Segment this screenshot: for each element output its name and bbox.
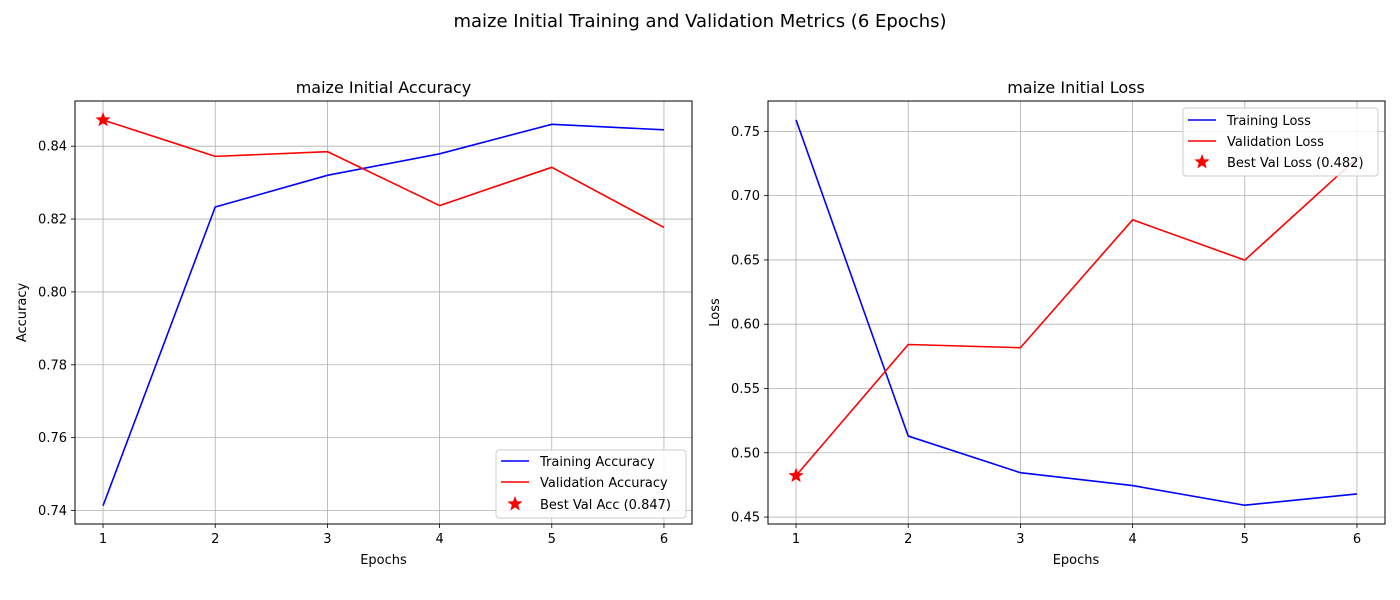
loss-legend-box (1182, 107, 1379, 177)
loss-y-tick-label: 0.65 (731, 253, 760, 268)
accuracy-y-tick-label: 0.82 (38, 213, 67, 228)
loss-y-tick-label: 0.50 (731, 446, 760, 461)
accuracy-y-tick-label: 0.74 (38, 504, 67, 519)
accuracy-chart-title: maize Initial Accuracy (296, 78, 472, 97)
accuracy-legend-label-training: Training Accuracy (539, 455, 655, 470)
loss-x-tick-label: 5 (1241, 532, 1249, 547)
accuracy-series-line-validation (102, 119, 665, 229)
loss-y-tick-label: 0.45 (731, 511, 760, 526)
loss-ticks: 1 2 3 4 5 6 0.45 0.50 0.55 0.60 0.65 0.70 0.75 (731, 125, 1361, 547)
accuracy-best-star-marker (95, 111, 111, 127)
loss-legend-label-validation: Validation Loss (1227, 135, 1324, 150)
accuracy-x-axis-label: Epochs (360, 553, 407, 568)
loss-legend-star-icon (1194, 154, 1210, 169)
accuracy-y-tick-label: 0.76 (38, 431, 67, 446)
loss-y-tick-label: 0.70 (731, 189, 760, 204)
accuracy-panel: maize Initial Accuracy 1 2 3 4 5 6 0.74 0.76 0.7… (15, 78, 693, 568)
accuracy-x-tick-label: 2 (211, 532, 219, 547)
accuracy-y-tick-label: 0.78 (38, 358, 67, 373)
loss-plot-frame (767, 100, 1386, 525)
loss-chart-title: maize Initial Loss (1007, 78, 1145, 97)
accuracy-ticks: 1 2 3 4 5 6 0.74 0.76 0.78 0.80 0.82 0.84 (38, 140, 668, 547)
loss-y-tick-label: 0.75 (731, 125, 760, 140)
loss-x-tick-label: 6 (1353, 532, 1361, 547)
loss-x-axis-label: Epochs (1053, 553, 1100, 568)
loss-y-tick-label: 0.60 (731, 318, 760, 333)
loss-y-axis-label: Loss (708, 298, 723, 327)
loss-series-line-training (795, 119, 1358, 507)
loss-panel: maize Initial Loss 1 2 3 4 5 6 0.45 0.50 0.55 0.6… (708, 78, 1386, 568)
loss-x-tick-label: 1 (792, 532, 800, 547)
accuracy-grid (75, 101, 692, 524)
accuracy-x-tick-label: 3 (323, 532, 331, 547)
accuracy-x-tick-label: 1 (99, 532, 107, 547)
accuracy-legend: Training Accuracy Validation Accuracy Be… (495, 449, 687, 519)
accuracy-x-tick-label: 5 (548, 532, 556, 547)
accuracy-legend-label-best: Best Val Acc (0.847) (540, 498, 671, 513)
loss-best-star-marker (788, 467, 804, 483)
accuracy-y-axis-label: Accuracy (15, 283, 30, 343)
loss-lines (788, 119, 1358, 507)
accuracy-y-tick-label: 0.84 (38, 140, 67, 155)
figure-title: maize Initial Training and Validation Me… (453, 11, 946, 32)
loss-legend: Training Loss Validation Loss Best Val L… (1182, 107, 1379, 177)
accuracy-legend-box (495, 449, 687, 519)
loss-x-tick-label: 2 (904, 532, 912, 547)
accuracy-x-tick-label: 4 (435, 532, 443, 547)
loss-x-tick-label: 4 (1128, 532, 1136, 547)
loss-legend-label-training: Training Loss (1226, 114, 1311, 129)
accuracy-series-line-training (102, 123, 664, 507)
loss-x-tick-label: 3 (1016, 532, 1024, 547)
loss-series-line-validation (795, 157, 1358, 477)
loss-legend-label-best: Best Val Loss (0.482) (1227, 156, 1364, 171)
accuracy-plot-frame (74, 100, 693, 525)
accuracy-x-tick-label: 6 (660, 532, 668, 547)
accuracy-legend-label-validation: Validation Accuracy (540, 476, 668, 491)
loss-y-tick-label: 0.55 (731, 382, 760, 397)
accuracy-y-tick-label: 0.80 (38, 285, 67, 300)
accuracy-legend-star-icon (507, 496, 523, 511)
accuracy-lines (95, 111, 665, 507)
